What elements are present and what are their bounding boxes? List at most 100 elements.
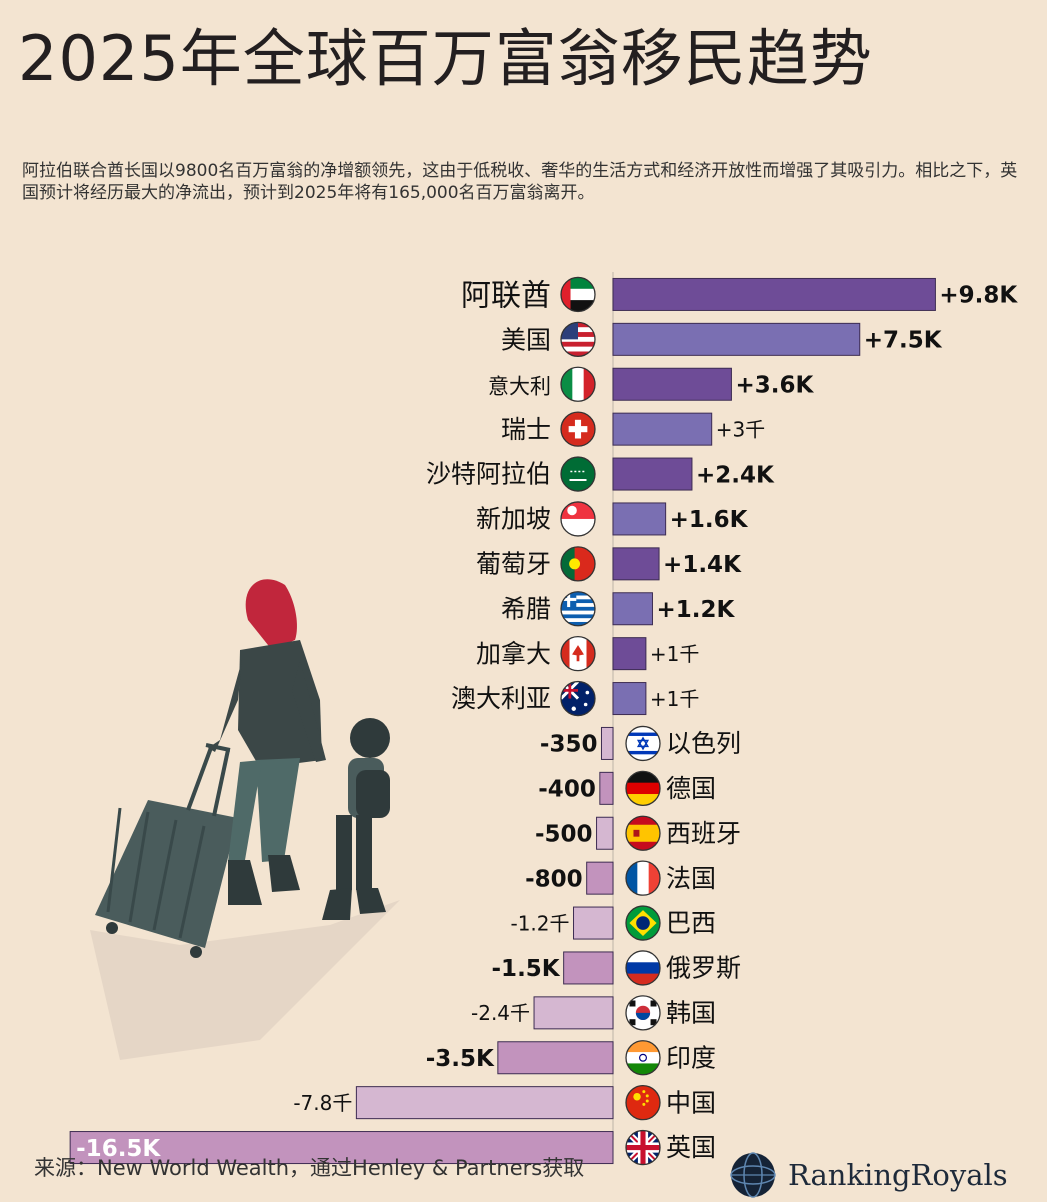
flag-icon-usa [560, 321, 596, 358]
category-label: 巴西 [666, 909, 716, 938]
flag-icon-australia [560, 680, 596, 717]
bar [612, 367, 732, 401]
flag-icon-uk [625, 1129, 661, 1166]
bar [612, 637, 647, 671]
bar-row: +1千 加拿大 [476, 636, 699, 672]
category-label: 中国 [666, 1088, 716, 1117]
category-label: 希腊 [501, 594, 551, 623]
source-note: 来源：New World Wealth，通过Henley & Partners获… [34, 1156, 585, 1180]
bar [355, 1086, 614, 1120]
value-label: +2.4K [696, 462, 775, 488]
bar-row: -1.2千 巴西 [510, 905, 716, 941]
bar [600, 726, 614, 760]
category-label: 阿联酋 [461, 278, 551, 313]
bar-row: -3.5K 印度 [426, 1040, 716, 1076]
value-label: -350 [540, 732, 598, 758]
value-label: -1.5K [492, 956, 561, 982]
bar-row: +1.6K 新加坡 [476, 501, 749, 537]
bar [586, 861, 614, 895]
bar [612, 592, 653, 626]
bar [69, 1131, 614, 1165]
bar [612, 277, 936, 311]
bar-row: -500 西班牙 [535, 815, 741, 851]
flag-icon-switzerland [560, 411, 596, 447]
flag-icon-canada [560, 636, 596, 672]
value-label: -16.5K [76, 1136, 161, 1162]
category-label: 澳大利亚 [451, 684, 551, 713]
bar-row: +1.4K 葡萄牙 [476, 546, 742, 582]
brand-name: RankingRoyals [788, 1158, 1008, 1192]
bar [563, 951, 614, 985]
flag-icon-spain [625, 815, 661, 851]
bar-row: +2.4K 沙特阿拉伯 [426, 456, 775, 492]
flag-icon-germany [625, 770, 661, 806]
value-label: -3.5K [426, 1046, 495, 1072]
bar-row: +1.2K 希腊 [501, 591, 735, 627]
bar-row: -16.5K 英国 [69, 1129, 716, 1166]
bar [573, 906, 614, 940]
flag-icon-india [625, 1040, 661, 1076]
flag-icon-israel [625, 725, 661, 762]
illustration-shadow [90, 900, 400, 1060]
flag-icon-brazil [625, 905, 661, 941]
bar-row: +1千 澳大利亚 [451, 680, 699, 717]
value-label: -2.4千 [471, 1001, 530, 1025]
bar [612, 682, 647, 716]
bar-row: +9.8K 阿联酋 [461, 276, 1018, 313]
value-label: +1.6K [670, 507, 749, 533]
category-label: 德国 [666, 774, 716, 803]
suitcase-icon [95, 743, 238, 958]
bar [612, 457, 693, 491]
category-label: 瑞士 [501, 415, 551, 444]
category-label: 法国 [666, 864, 716, 893]
category-label: 西班牙 [666, 819, 741, 848]
bar [533, 996, 614, 1030]
woman-figure [208, 579, 326, 905]
value-label: +1千 [650, 687, 699, 711]
bar [497, 1041, 614, 1075]
traveler-illustration [90, 579, 400, 1060]
bar [612, 412, 713, 446]
bar-row: +7.5K 美国 [501, 321, 943, 358]
category-label: 韩国 [666, 998, 716, 1027]
value-label: +3千 [716, 417, 765, 441]
bar [599, 771, 614, 805]
bar-row: -7.8千 中国 [293, 1085, 716, 1121]
value-label: -7.8千 [293, 1091, 352, 1115]
value-label: +3.6K [735, 373, 814, 399]
flag-icon-singapore [560, 501, 596, 537]
flag-icon-greece [560, 591, 596, 627]
page-title: 2025年全球百万富翁移民趋势 [18, 22, 873, 95]
value-label: -1.2千 [510, 911, 569, 935]
flag-icon-uae [560, 276, 596, 313]
value-label: +1千 [650, 642, 699, 666]
category-label: 沙特阿拉伯 [426, 460, 551, 489]
flag-icon-saudi-arabia [560, 456, 596, 492]
value-label: +7.5K [864, 328, 943, 354]
bar-row: -350 以色列 [540, 725, 741, 762]
flag-icon-south-korea [625, 995, 661, 1031]
flag-icon-italy [560, 366, 596, 402]
flag-icon-china [625, 1085, 661, 1121]
value-label: +9.8K [939, 283, 1018, 309]
category-label: 俄罗斯 [666, 954, 741, 983]
value-label: -800 [525, 866, 583, 892]
category-label: 葡萄牙 [476, 549, 551, 578]
bar [612, 502, 667, 536]
value-label: -500 [535, 822, 593, 848]
brand-logo: RankingRoyals [724, 1148, 1008, 1202]
globe-icon [730, 1152, 776, 1198]
subtitle: 阿拉伯联合酋长国以9800名百万富翁的净增额领先，这由于低税收、奢华的生活方式和… [22, 161, 1018, 203]
category-label: 印度 [666, 1043, 716, 1072]
bar [612, 322, 861, 356]
flag-icon-russia [625, 950, 661, 986]
bar-row: -400 德国 [538, 770, 716, 806]
child-figure [322, 718, 390, 920]
bar-row: -800 法国 [525, 860, 716, 896]
category-label: 英国 [666, 1133, 716, 1162]
bar [596, 816, 614, 850]
category-label: 新加坡 [476, 505, 551, 534]
category-label: 以色列 [666, 729, 741, 758]
bar-row: +3千 瑞士 [501, 411, 765, 447]
